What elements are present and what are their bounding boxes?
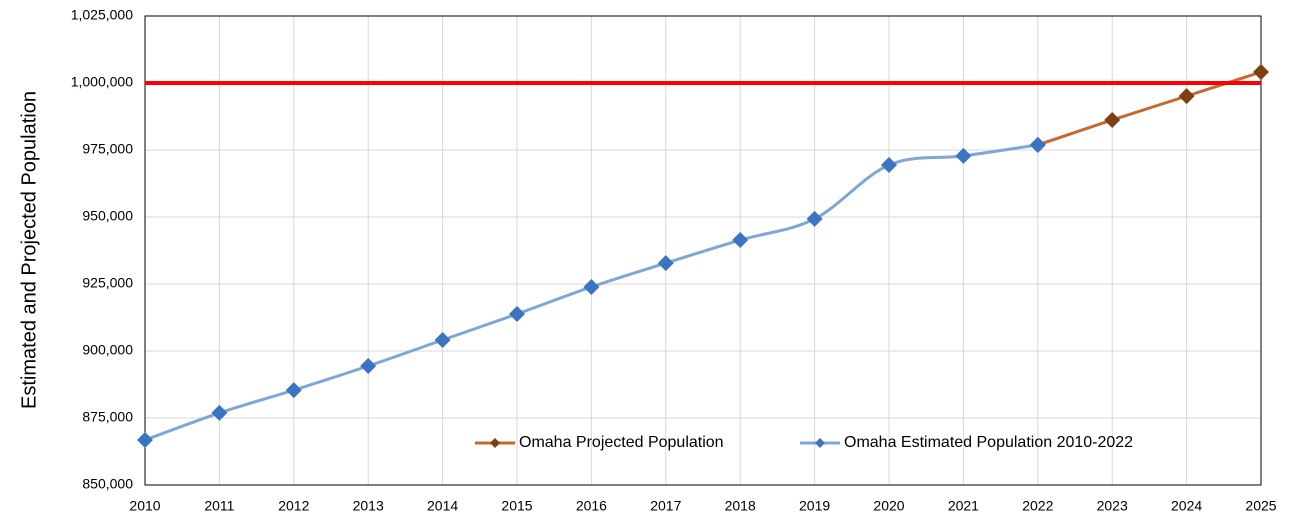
data-point bbox=[211, 404, 228, 421]
x-tick-label: 2019 bbox=[799, 498, 830, 514]
y-tick-label: 1,025,000 bbox=[71, 7, 133, 23]
x-tick-label: 2021 bbox=[948, 498, 979, 514]
data-point bbox=[360, 358, 377, 375]
data-point bbox=[955, 147, 972, 164]
legend-label: Omaha Estimated Population 2010-2022 bbox=[844, 434, 1133, 451]
x-tick-label: 2016 bbox=[576, 498, 607, 514]
data-point bbox=[434, 332, 451, 349]
x-tick-label: 2015 bbox=[501, 498, 532, 514]
legend-label: Omaha Projected Population bbox=[519, 434, 724, 451]
data-point bbox=[583, 278, 600, 295]
y-tick-label: 950,000 bbox=[82, 208, 133, 224]
x-tick-label: 2011 bbox=[204, 498, 234, 514]
data-point bbox=[1104, 111, 1121, 128]
data-point bbox=[509, 306, 525, 323]
x-tick-label: 2013 bbox=[353, 498, 384, 514]
legend-marker bbox=[815, 438, 825, 448]
plot-border bbox=[144, 15, 1262, 486]
data-point bbox=[657, 255, 674, 272]
data-point bbox=[137, 431, 153, 448]
y-tick-label: 900,000 bbox=[82, 342, 133, 358]
y-tick-label: 975,000 bbox=[82, 141, 133, 157]
x-tick-label: 2010 bbox=[129, 498, 160, 514]
y-tick-label: 925,000 bbox=[82, 275, 133, 291]
y-tick-label: 875,000 bbox=[82, 409, 133, 425]
x-tick-label: 2025 bbox=[1245, 498, 1276, 514]
data-point bbox=[806, 210, 823, 227]
y-tick-label: 850,000 bbox=[82, 476, 133, 492]
x-tick-label: 2020 bbox=[873, 498, 904, 514]
data-point bbox=[1029, 136, 1046, 153]
data-point bbox=[732, 232, 749, 249]
y-axis-label: Estimated and Projected Population bbox=[18, 91, 40, 409]
x-tick-label: 2014 bbox=[427, 498, 458, 514]
legend-marker bbox=[490, 438, 500, 448]
x-tick-label: 2018 bbox=[725, 498, 756, 514]
data-point bbox=[285, 382, 302, 399]
x-tick-label: 2022 bbox=[1022, 498, 1053, 514]
data-point bbox=[881, 157, 897, 174]
x-tick-label: 2024 bbox=[1171, 498, 1202, 514]
y-tick-label: 1,000,000 bbox=[71, 74, 133, 90]
x-tick-label: 2017 bbox=[650, 498, 681, 514]
data-point bbox=[1178, 88, 1195, 105]
x-tick-label: 2023 bbox=[1097, 498, 1128, 514]
data-point bbox=[1253, 64, 1269, 81]
x-tick-label: 2012 bbox=[278, 498, 309, 514]
